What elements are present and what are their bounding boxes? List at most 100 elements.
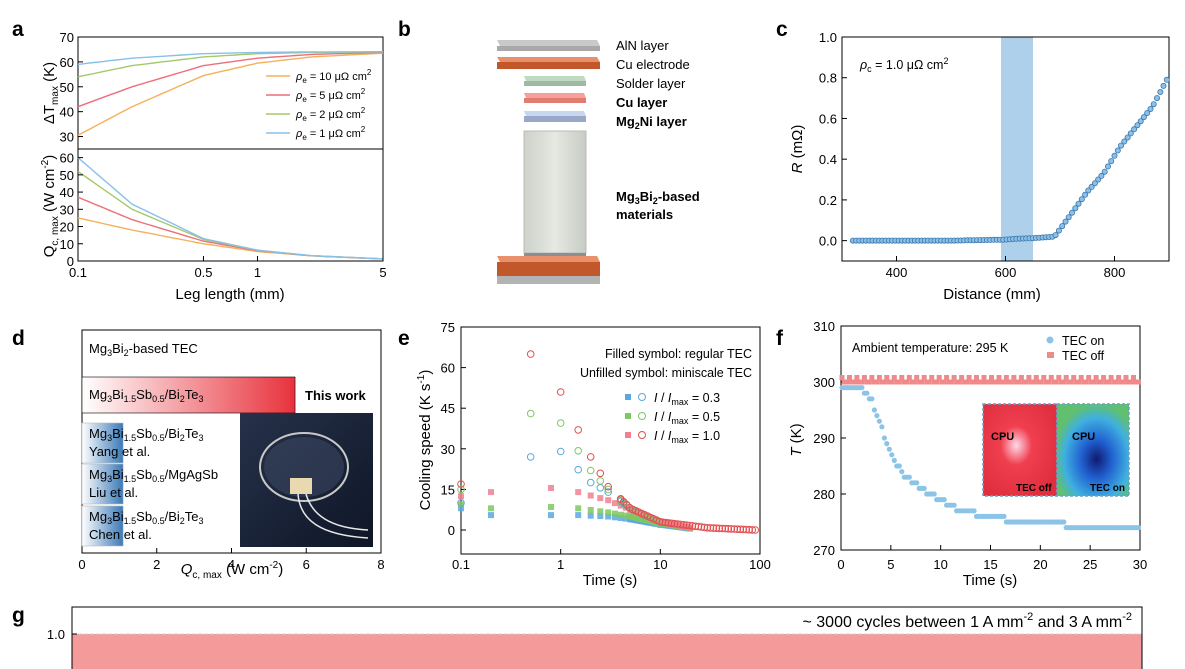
e-legend-unfilled-2 — [638, 431, 646, 439]
a-legend-sub: e — [302, 95, 307, 104]
d-bar-material-0: Mg3Bi1.5Sb0.5/Bi2Te3 — [89, 387, 204, 404]
f-off-point — [1031, 379, 1037, 385]
d-bar-material-part: /MgAgSb — [165, 467, 218, 482]
e-unfilled-point-0 — [556, 447, 565, 456]
f-on-point — [874, 413, 880, 419]
thermal-cpu-on: CPU — [1072, 431, 1095, 443]
panel-b-label: b — [398, 18, 411, 41]
e-unfilled-point-2 — [658, 518, 667, 527]
f-off-point — [1116, 375, 1122, 380]
f-ytick-label: 290 — [813, 431, 835, 446]
f-on-point — [891, 457, 897, 463]
a-legend-label-0: ρe = 10 μΩ cm2 — [295, 68, 372, 85]
e-unfilled-point-2 — [748, 526, 757, 534]
e-unfilled-point-2 — [676, 520, 685, 529]
a-legend-sup: 2 — [361, 125, 366, 134]
c-data-point — [1055, 227, 1062, 234]
e-unfilled-point-2 — [670, 519, 679, 528]
d-bar-material-part: Mg — [89, 467, 107, 482]
d-bar-material-part: 3 — [107, 394, 112, 404]
e-unfilled-point-2 — [574, 426, 583, 434]
panel-d-label: d — [12, 327, 25, 350]
a-legend-sup: 2 — [361, 106, 366, 115]
panel-e-legend: I / Imax = 0.3I / Imax = 0.5I / Imax = 1… — [625, 391, 720, 445]
a-top-curve-1 — [77, 51, 384, 108]
f-xtick-label: 25 — [1083, 557, 1097, 572]
e-unfilled-point-0 — [604, 488, 613, 496]
f-off-point — [986, 379, 992, 385]
c-ytick-label: 0.8 — [819, 71, 837, 86]
d-bar-material-part: Mg — [89, 387, 107, 402]
panel-f: f 0 5 10 15 20 25 30 270 280 290 300 310 Ambient te… — [776, 319, 1147, 589]
a-legend-sym: ρ — [295, 71, 302, 83]
e-filled-point-1 — [611, 510, 618, 517]
e-unfilled-point-2 — [727, 525, 736, 533]
f-off-point — [847, 375, 852, 380]
panel-a-bot-ylabel: Qc, max (W cm-2) — [40, 155, 61, 258]
c-data-point — [1154, 95, 1161, 102]
d-bar-material-part: 0.5 — [152, 474, 165, 484]
c-data-point — [1134, 122, 1141, 129]
f-on-point — [1061, 519, 1067, 525]
f-on-point — [914, 480, 920, 486]
f-off-point — [1003, 375, 1009, 380]
a-xtick-label: 1 — [254, 265, 261, 280]
c-data-point — [1105, 163, 1112, 170]
f-ytick-label: 270 — [813, 543, 835, 558]
thermal-cpu-off: CPU — [991, 431, 1014, 443]
layer-mg2ni — [524, 111, 586, 116]
a-legend-label-1: ρe = 5 μΩ cm2 — [295, 87, 366, 104]
panel-e-xlabel: Time (s) — [583, 572, 637, 589]
d-bar-material-part: Bi — [112, 509, 124, 524]
f-off-point — [971, 379, 977, 385]
e-filled-point-1 — [488, 505, 494, 512]
e-filled-point-0 — [605, 513, 612, 520]
a-legend-sub: e — [302, 76, 307, 85]
panel-e-label: e — [398, 327, 410, 350]
panel-c-annotation: ρc = 1.0 μΩ cm2 — [859, 56, 948, 74]
f-off-point — [904, 379, 910, 385]
panel-c-ticks: 400 600 800 0.0 0.2 0.4 0.6 0.8 1.0 — [819, 30, 1125, 280]
f-off-point — [899, 375, 905, 380]
f-off-point — [979, 379, 984, 385]
d-bar-material-part: Sb — [136, 426, 152, 441]
thermal-image-off — [982, 403, 1058, 497]
e-filled-point-1 — [597, 508, 604, 515]
photo-tec — [290, 478, 312, 494]
e-legend-filled-2 — [625, 432, 631, 438]
f-off-point — [1083, 379, 1089, 385]
f-xtick-label: 5 — [887, 557, 894, 572]
d-bar-0 — [81, 376, 296, 414]
e-unfilled-point-2 — [703, 524, 712, 532]
e-legend-imax-sub: max — [671, 416, 689, 426]
a-top-curve-3 — [77, 51, 383, 66]
d-bar-material-part: /Bi — [165, 426, 180, 441]
f-off-point — [884, 375, 890, 380]
thermal-image-on — [1056, 403, 1130, 497]
e-filled-point-2 — [458, 493, 464, 500]
d-bar-material-part: 0.5 — [152, 394, 165, 404]
e-unfilled-point-2 — [667, 519, 676, 528]
e-filled-point-0 — [488, 512, 494, 519]
e-legend-mid: / — [657, 391, 667, 405]
e-filled-point-0 — [548, 512, 554, 519]
e-unfilled-point-2 — [730, 525, 739, 533]
f-on-point — [931, 491, 937, 497]
c-data-point — [1114, 147, 1121, 154]
e-filled-point-2 — [597, 495, 604, 502]
e-ytick-label: 30 — [441, 442, 455, 457]
d-bar-1 — [81, 422, 124, 464]
a-legend-sym: ρ — [295, 109, 302, 121]
f-off-point — [1101, 375, 1107, 380]
c-data-point — [1137, 118, 1144, 125]
e-unfilled-point-0 — [596, 484, 605, 492]
e-filled-point-1 — [575, 505, 582, 512]
panel-f-points — [839, 375, 1142, 531]
e-filled-point-1 — [548, 504, 554, 510]
e-legend-i: I — [654, 429, 658, 443]
f-off-point — [1033, 375, 1039, 380]
c-ytick-label: 0.4 — [819, 152, 837, 167]
f-on-point — [876, 418, 883, 424]
c-data-point — [1160, 82, 1167, 89]
